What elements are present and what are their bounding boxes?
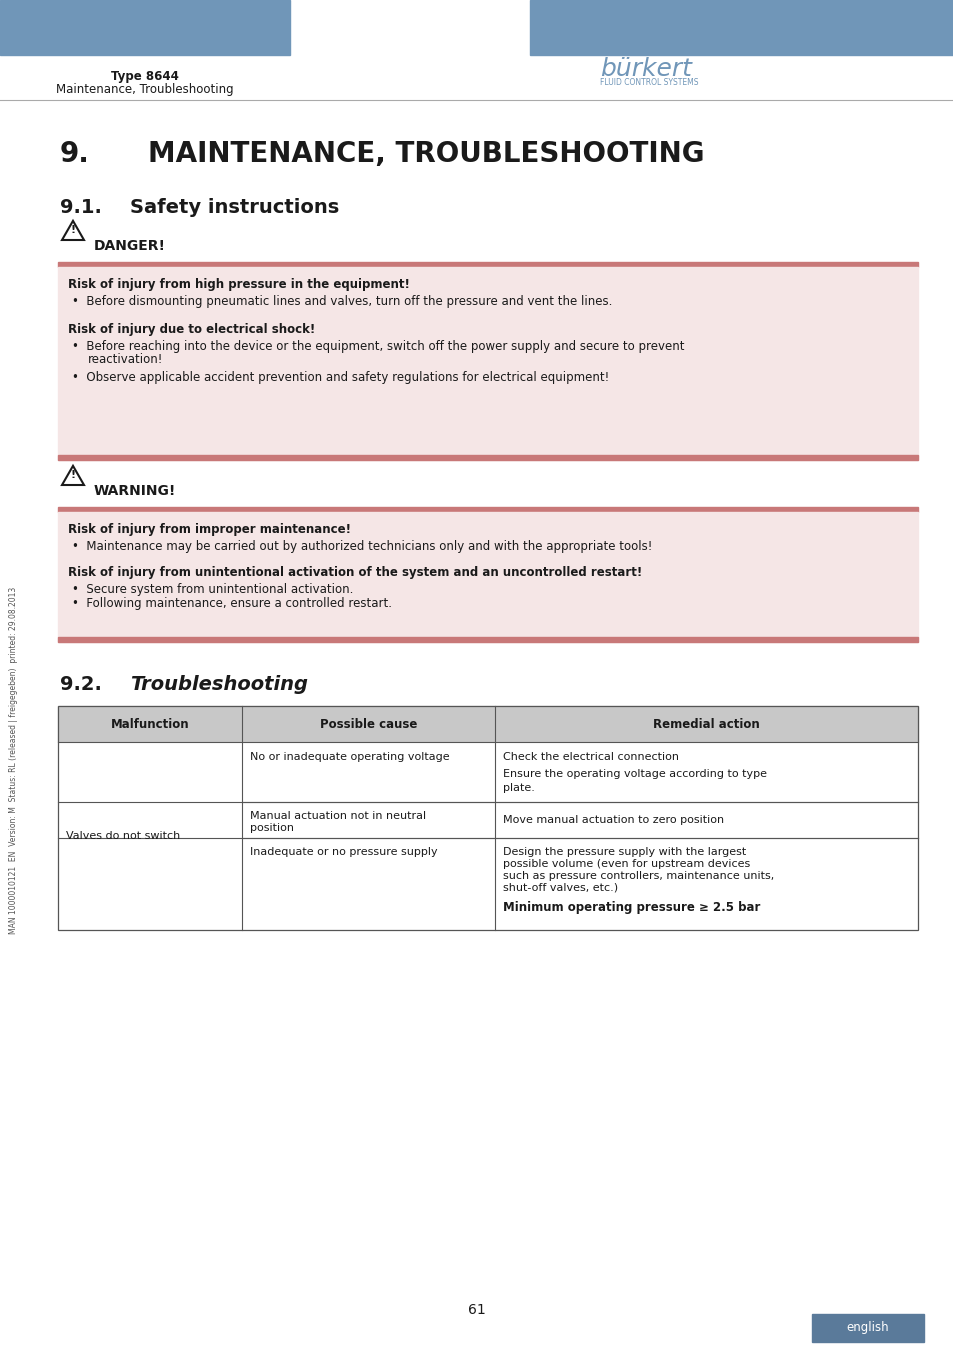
- Text: reactivation!: reactivation!: [88, 352, 163, 366]
- Text: WARNING!: WARNING!: [94, 485, 176, 498]
- Text: Remedial action: Remedial action: [653, 717, 760, 730]
- Bar: [530, 0, 953, 55]
- Text: Safety instructions: Safety instructions: [130, 198, 339, 217]
- Text: Risk of injury due to electrical shock!: Risk of injury due to electrical shock!: [68, 323, 314, 336]
- Bar: [0, 0, 290, 55]
- Text: MAN 1000010121  EN  Version: M  Status: RL (released | freigegeben)  printed: 29: MAN 1000010121 EN Version: M Status: RL …: [10, 586, 18, 934]
- Bar: [495, 706, 917, 743]
- Text: english: english: [846, 1322, 888, 1335]
- Text: •  Secure system from unintentional activation.: • Secure system from unintentional activ…: [71, 583, 353, 595]
- Bar: [58, 637, 917, 643]
- Text: such as pressure controllers, maintenance units,: such as pressure controllers, maintenanc…: [502, 871, 774, 882]
- Text: Move manual actuation to zero position: Move manual actuation to zero position: [502, 815, 723, 825]
- Bar: [599, 46, 605, 50]
- Text: •  Maintenance may be carried out by authorized technicians only and with the ap: • Maintenance may be carried out by auth…: [71, 540, 652, 553]
- Text: Minimum operating pressure ≥ 2.5 bar: Minimum operating pressure ≥ 2.5 bar: [502, 900, 760, 914]
- Text: Possible cause: Possible cause: [319, 717, 416, 730]
- Text: Maintenance, Troubleshooting: Maintenance, Troubleshooting: [56, 82, 233, 96]
- Text: possible volume (even for upstream devices: possible volume (even for upstream devic…: [502, 859, 749, 869]
- Text: Malfunction: Malfunction: [111, 717, 189, 730]
- Text: Troubleshooting: Troubleshooting: [130, 675, 308, 694]
- Bar: [58, 455, 917, 460]
- Text: 9.: 9.: [60, 140, 90, 167]
- Bar: [242, 706, 495, 743]
- Text: MAINTENANCE, TROUBLESHOOTING: MAINTENANCE, TROUBLESHOOTING: [148, 140, 703, 167]
- Text: DANGER!: DANGER!: [94, 239, 166, 252]
- Bar: [58, 262, 917, 267]
- Text: •  Following maintenance, ensure a controlled restart.: • Following maintenance, ensure a contro…: [71, 597, 392, 610]
- Bar: [618, 46, 623, 50]
- Text: Valves do not switch: Valves do not switch: [66, 832, 180, 841]
- Text: •  Observe applicable accident prevention and safety regulations for electrical : • Observe applicable accident prevention…: [71, 371, 609, 383]
- Bar: [58, 508, 917, 512]
- Text: •  Before reaching into the device or the equipment, switch off the power supply: • Before reaching into the device or the…: [71, 340, 684, 352]
- Text: Risk of injury from unintentional activation of the system and an uncontrolled r: Risk of injury from unintentional activa…: [68, 566, 641, 579]
- Bar: [58, 512, 917, 643]
- Text: position: position: [250, 824, 294, 833]
- Bar: [58, 706, 242, 743]
- Text: FLUID CONTROL SYSTEMS: FLUID CONTROL SYSTEMS: [599, 78, 698, 86]
- Text: Inadequate or no pressure supply: Inadequate or no pressure supply: [250, 846, 437, 857]
- Bar: [58, 267, 917, 460]
- Text: Type 8644: Type 8644: [111, 70, 179, 82]
- Text: Check the electrical connection: Check the electrical connection: [502, 752, 679, 761]
- Bar: [58, 706, 917, 930]
- Text: shut-off valves, etc.): shut-off valves, etc.): [502, 883, 618, 892]
- Text: No or inadequate operating voltage: No or inadequate operating voltage: [250, 752, 449, 761]
- Bar: [811, 1314, 923, 1342]
- Text: bürkert: bürkert: [599, 57, 691, 81]
- Text: Risk of injury from improper maintenance!: Risk of injury from improper maintenance…: [68, 522, 351, 536]
- Text: !: !: [71, 225, 75, 235]
- Bar: [608, 46, 615, 50]
- Text: Design the pressure supply with the largest: Design the pressure supply with the larg…: [502, 846, 745, 857]
- Text: 9.1.: 9.1.: [60, 198, 102, 217]
- Text: !: !: [71, 470, 75, 481]
- Text: Manual actuation not in neutral: Manual actuation not in neutral: [250, 811, 426, 821]
- Bar: [58, 743, 917, 930]
- Text: 9.2.: 9.2.: [60, 675, 102, 694]
- Text: Ensure the operating voltage according to type: Ensure the operating voltage according t…: [502, 769, 766, 779]
- Text: plate.: plate.: [502, 783, 535, 792]
- Text: •  Before dismounting pneumatic lines and valves, turn off the pressure and vent: • Before dismounting pneumatic lines and…: [71, 296, 612, 308]
- Text: 61: 61: [468, 1303, 485, 1318]
- Text: Risk of injury from high pressure in the equipment!: Risk of injury from high pressure in the…: [68, 278, 410, 292]
